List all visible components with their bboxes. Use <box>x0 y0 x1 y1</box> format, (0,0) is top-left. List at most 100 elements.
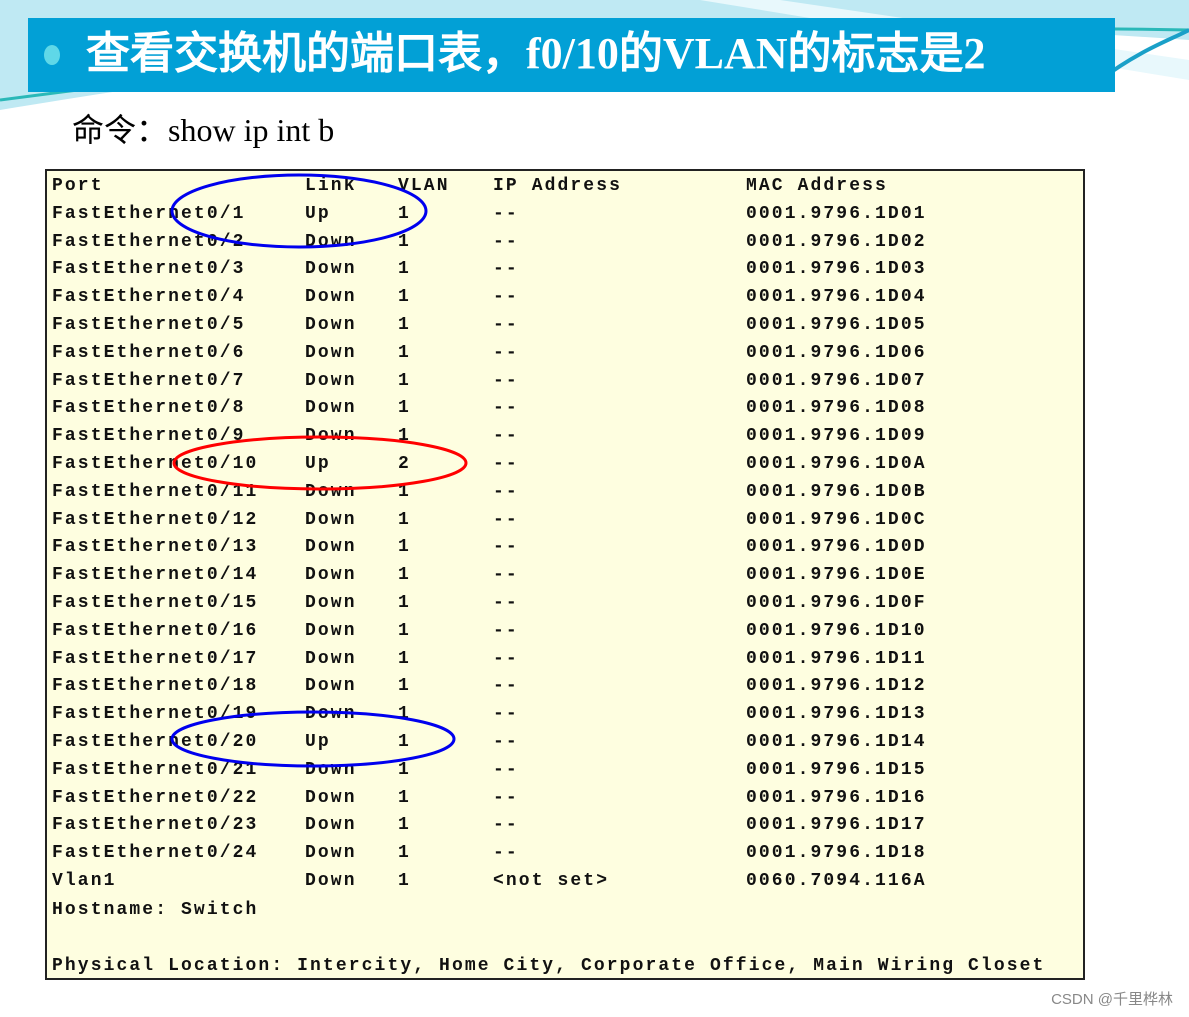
cell-port: FastEthernet0/18 <box>52 676 259 697</box>
cell-vlan: 1 <box>398 676 411 697</box>
cell-link: Down <box>305 398 357 419</box>
cell-vlan: 1 <box>398 537 411 558</box>
table-row: FastEthernet0/9 Down 1 -- 0001.9796.1D09 <box>47 426 1083 454</box>
cell-link: Down <box>305 704 357 725</box>
cell-mac: 0001.9796.1D18 <box>746 843 927 864</box>
cell-link: Down <box>305 787 357 808</box>
cell-mac: 0001.9796.1D0F <box>746 593 927 613</box>
cell-mac: 0001.9796.1D0A <box>746 454 927 474</box>
cell-ip: -- <box>493 231 519 252</box>
cell-ip: <not set> <box>493 871 610 891</box>
cell-ip: -- <box>493 342 519 363</box>
cell-ip: -- <box>493 426 519 447</box>
cell-link: Down <box>305 370 357 391</box>
cell-vlan: 1 <box>398 815 411 836</box>
table-row: FastEthernet0/10 Up 2 -- 0001.9796.1D0A <box>47 454 1083 482</box>
header-port: Port <box>52 176 104 196</box>
cell-link: Down <box>305 815 357 836</box>
cell-link: Down <box>305 231 357 252</box>
cell-port: Vlan1 <box>52 871 117 891</box>
command-text: 命令：show ip int b <box>72 112 335 148</box>
cell-link: Down <box>305 537 357 558</box>
header-ip: IP Address <box>493 176 623 196</box>
cell-mac: 0001.9796.1D13 <box>746 704 927 725</box>
table-row: FastEthernet0/8 Down 1 -- 0001.9796.1D08 <box>47 398 1083 426</box>
cell-link: Down <box>305 648 357 669</box>
table-row: FastEthernet0/20 Up 1 -- 0001.9796.1D14 <box>47 732 1083 760</box>
cell-mac: 0001.9796.1D04 <box>746 287 927 308</box>
cell-port: FastEthernet0/4 <box>52 287 246 308</box>
cell-mac: 0001.9796.1D0C <box>746 509 927 530</box>
cell-port: FastEthernet0/12 <box>52 509 259 530</box>
cell-mac: 0001.9796.1D16 <box>746 787 927 808</box>
cell-ip: -- <box>493 509 519 530</box>
cell-link: Down <box>305 593 357 613</box>
cell-port: FastEthernet0/17 <box>52 648 259 669</box>
cell-vlan: 1 <box>398 704 411 725</box>
cell-vlan: 1 <box>398 259 411 280</box>
cell-vlan: 1 <box>398 342 411 363</box>
table-row: FastEthernet0/6 Down 1 -- 0001.9796.1D06 <box>47 343 1083 371</box>
cell-port: FastEthernet0/8 <box>52 398 246 419</box>
table-row: FastEthernet0/7 Down 1 -- 0001.9796.1D07 <box>47 371 1083 399</box>
cell-vlan: 1 <box>398 481 411 502</box>
cell-vlan: 1 <box>398 287 411 308</box>
cell-port: FastEthernet0/15 <box>52 593 259 613</box>
location-line: Physical Location: Intercity, Home City,… <box>52 956 1046 976</box>
cell-port: FastEthernet0/2 <box>52 231 246 252</box>
table-row: FastEthernet0/18 Down 1 -- 0001.9796.1D12 <box>47 676 1083 704</box>
cell-mac: 0001.9796.1D11 <box>746 648 927 669</box>
table-row: FastEthernet0/3 Down 1 -- 0001.9796.1D03 <box>47 259 1083 287</box>
bullet-icon <box>44 45 60 65</box>
hostname-line: Hostname: Switch <box>52 900 259 920</box>
cell-ip: -- <box>493 648 519 669</box>
table-row: FastEthernet0/14 Down 1 -- 0001.9796.1D0E <box>47 565 1083 593</box>
cell-mac: 0060.7094.116A <box>746 871 927 891</box>
table-row: FastEthernet0/15 Down 1 -- 0001.9796.1D0F <box>47 593 1083 621</box>
cell-port: FastEthernet0/7 <box>52 370 246 391</box>
cell-ip: -- <box>493 759 519 780</box>
cell-mac: 0001.9796.1D0B <box>746 481 927 502</box>
table-row: FastEthernet0/2 Down 1 -- 0001.9796.1D02 <box>47 232 1083 260</box>
cell-port: FastEthernet0/1 <box>52 203 246 224</box>
cell-link: Up <box>305 454 331 474</box>
cell-mac: 0001.9796.1D17 <box>746 815 927 836</box>
cell-port: FastEthernet0/9 <box>52 426 246 447</box>
cell-ip: -- <box>493 620 519 641</box>
cell-mac: 0001.9796.1D14 <box>746 732 927 752</box>
cell-mac: 0001.9796.1D05 <box>746 315 927 335</box>
cell-vlan: 1 <box>398 398 411 419</box>
table-row: FastEthernet0/11 Down 1 -- 0001.9796.1D0B <box>47 482 1083 510</box>
cell-vlan: 1 <box>398 759 411 780</box>
cell-vlan: 1 <box>398 426 411 447</box>
cell-link: Down <box>305 287 357 308</box>
table-row: FastEthernet0/21 Down 1 -- 0001.9796.1D15 <box>47 760 1083 788</box>
table-row: FastEthernet0/13 Down 1 -- 0001.9796.1D0D <box>47 537 1083 565</box>
cell-port: FastEthernet0/6 <box>52 342 246 363</box>
cell-link: Down <box>305 342 357 363</box>
cell-link: Up <box>305 732 331 752</box>
cell-ip: -- <box>493 398 519 419</box>
cell-ip: -- <box>493 481 519 502</box>
cell-port: FastEthernet0/21 <box>52 759 259 780</box>
cell-link: Down <box>305 620 357 641</box>
cell-link: Down <box>305 871 357 891</box>
table-row: FastEthernet0/24 Down 1 -- 0001.9796.1D18 <box>47 843 1083 871</box>
cell-link: Down <box>305 759 357 780</box>
cell-link: Down <box>305 843 357 864</box>
cell-ip: -- <box>493 287 519 308</box>
table-row: FastEthernet0/22 Down 1 -- 0001.9796.1D16 <box>47 788 1083 816</box>
cell-vlan: 1 <box>398 203 411 224</box>
cell-ip: -- <box>493 787 519 808</box>
cell-vlan: 1 <box>398 593 411 613</box>
table-row: FastEthernet0/23 Down 1 -- 0001.9796.1D17 <box>47 815 1083 843</box>
cell-vlan: 1 <box>398 843 411 864</box>
cell-vlan: 1 <box>398 231 411 252</box>
cell-ip: -- <box>493 732 519 752</box>
header-link: Link <box>305 176 357 196</box>
cell-vlan: 1 <box>398 370 411 391</box>
cell-port: FastEthernet0/14 <box>52 565 259 586</box>
header-mac: MAC Address <box>746 176 888 196</box>
cell-ip: -- <box>493 565 519 586</box>
cell-mac: 0001.9796.1D0D <box>746 537 927 558</box>
